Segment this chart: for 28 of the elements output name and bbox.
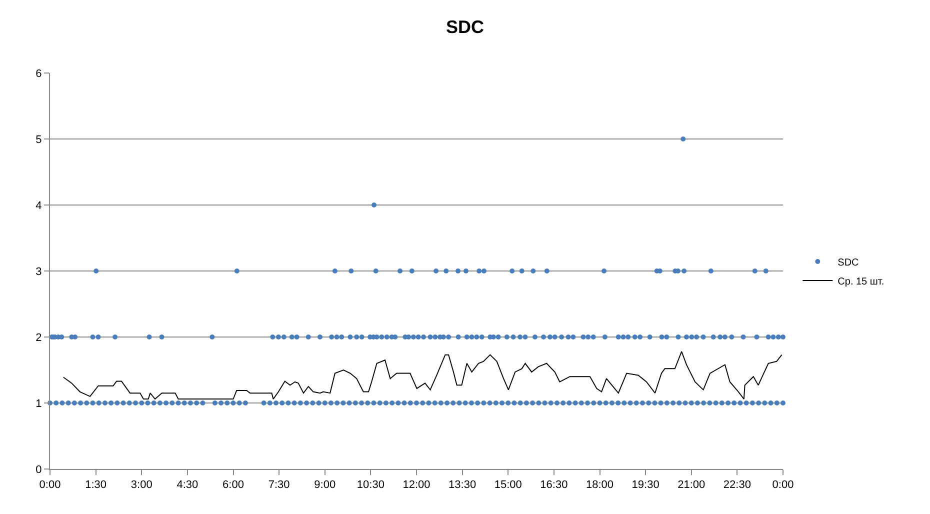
- y-tick-label: 2: [36, 332, 42, 344]
- x-tick-label: 7:30: [268, 479, 290, 492]
- x-tick-label: 1:30: [85, 479, 107, 492]
- x-tick-label: 21:00: [678, 479, 706, 492]
- legend-label: Ср. 15 шт.: [838, 276, 884, 288]
- x-tick-label: 9:00: [314, 479, 336, 492]
- y-tick-label: 4: [36, 200, 42, 212]
- x-tick-label: 13:30: [448, 479, 476, 492]
- y-tick-label: 1: [36, 398, 42, 410]
- x-tick-label: 18:00: [586, 479, 614, 492]
- x-tick-label: 15:00: [494, 479, 522, 492]
- y-tick-label: 6: [36, 68, 42, 80]
- x-tick-label: 6:00: [222, 479, 244, 492]
- y-tick-label: 5: [36, 134, 42, 146]
- x-tick-label: 0:00: [772, 479, 794, 492]
- x-tick-label: 4:30: [176, 479, 198, 492]
- x-tick-label: 10:30: [356, 479, 384, 492]
- x-tick-label: 16:30: [540, 479, 568, 492]
- x-tick-label: 19:30: [632, 479, 660, 492]
- y-tick-label: 0: [36, 464, 42, 476]
- x-tick-label: 12:00: [402, 479, 430, 492]
- chart-title: SDC: [446, 17, 484, 38]
- x-tick-label: 22:30: [723, 479, 751, 492]
- legend-label: SDC: [838, 257, 859, 268]
- x-tick-label: 0:00: [39, 479, 61, 492]
- x-tick-label: 3:00: [130, 479, 152, 492]
- y-tick-label: 3: [36, 266, 42, 278]
- line-series: [62, 351, 782, 400]
